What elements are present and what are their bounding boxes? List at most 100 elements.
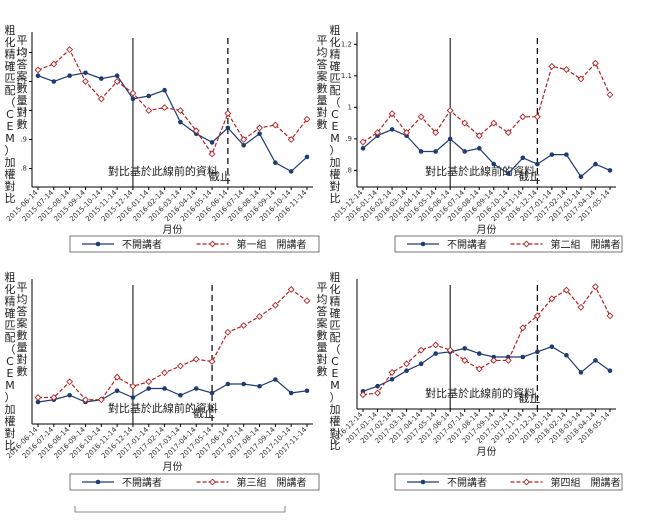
legend-marker (95, 479, 101, 485)
data-point (548, 295, 556, 303)
data-point (475, 132, 483, 140)
data-point (50, 394, 58, 401)
data-point (490, 356, 498, 364)
data-point (389, 127, 395, 132)
legend-marker (420, 241, 426, 247)
y-axis-title-main: 粗化精確匹配（ C E M ）加權對比 (330, 271, 341, 452)
data-point (129, 382, 137, 390)
data-point (97, 396, 105, 404)
data-point (256, 313, 263, 320)
data-point (535, 349, 540, 355)
data-point (504, 356, 512, 364)
data-point (130, 96, 136, 102)
data-point (192, 127, 200, 135)
data-point (97, 95, 105, 103)
data-point (562, 286, 570, 294)
data-point (592, 59, 599, 67)
data-point (564, 352, 569, 358)
data-point (549, 152, 555, 157)
legend-label: 不開講者 (447, 238, 487, 251)
legend-marker (209, 478, 216, 486)
series-line (362, 346, 611, 392)
data-point (162, 386, 167, 391)
y-tick-label: 1 (23, 107, 27, 115)
data-point (34, 66, 42, 74)
reference-annotation: 對比基於此線前的資料 (425, 386, 535, 400)
legend-label: 第三組 開講者 (237, 476, 307, 489)
x-axis-title: 月份 (163, 224, 183, 236)
data-point (273, 377, 278, 382)
data-point (304, 154, 310, 160)
y-tick-label: 1.1 (341, 72, 352, 80)
data-point (178, 119, 183, 125)
cutoff-annotation: 截止 (518, 169, 540, 183)
y-tick-label: .9 (345, 135, 352, 143)
y-axis-title-side: 平均答案數量對數 (317, 34, 328, 131)
data-point (593, 358, 598, 363)
data-point (113, 78, 121, 85)
data-point (35, 399, 41, 405)
y-tick-label: 1 (348, 103, 352, 111)
data-point (50, 60, 58, 68)
reference-annotation: 對比基於此線前的資料 (108, 164, 218, 178)
legend-label: 不開講者 (122, 238, 162, 251)
data-point (359, 138, 367, 146)
data-point (578, 174, 584, 179)
x-axis-title: 月份 (477, 224, 497, 236)
series-line (362, 285, 611, 396)
legend-box (69, 235, 320, 253)
data-point (476, 146, 482, 151)
data-point (240, 136, 248, 143)
data-point (287, 136, 295, 143)
data-point (417, 346, 425, 354)
legend-marker (95, 241, 101, 247)
legend-label: 第一組 開講者 (237, 238, 307, 251)
data-point (403, 360, 411, 368)
data-point (192, 355, 200, 363)
data-point (176, 107, 184, 114)
data-point (359, 391, 367, 399)
data-point (130, 395, 136, 400)
data-point (176, 362, 184, 370)
data-point (360, 146, 366, 151)
data-point (34, 394, 42, 401)
data-point (607, 368, 613, 374)
data-point (257, 383, 262, 389)
data-point (476, 351, 482, 356)
x-axis-title: 月份 (477, 446, 497, 458)
data-point (388, 110, 396, 118)
y-axis-title-main: 粗化精確匹配（ C E M ）加權對比 (330, 24, 341, 205)
data-point (208, 358, 216, 365)
data-point (146, 93, 152, 99)
data-point (66, 378, 74, 386)
y-axis-title-main: 粗化精確匹配（ C E M ）加權對比 (5, 24, 16, 205)
data-point (533, 312, 541, 320)
series-line (362, 62, 611, 143)
data-point (404, 368, 409, 374)
data-point (304, 388, 310, 394)
series-line (37, 72, 308, 173)
data-point (491, 161, 497, 167)
data-point (303, 297, 311, 305)
y-tick-label: .8 (20, 165, 27, 173)
y-tick-label: .9 (20, 136, 27, 144)
data-point (162, 87, 167, 93)
y-tick-label: 1.2 (341, 40, 352, 48)
x-axis-title: 月份 (163, 461, 183, 473)
y-axis-title-side: 平均答案數量對數 (17, 34, 28, 131)
data-point (51, 79, 57, 84)
legend-label: 第四組 開講者 (551, 476, 621, 489)
legend-box (69, 473, 320, 491)
data-point (462, 149, 468, 154)
y-tick-label: 1.1 (16, 78, 27, 86)
data-point (607, 168, 613, 173)
data-point (225, 125, 231, 131)
data-point (519, 324, 527, 332)
legend-box (394, 473, 623, 491)
data-point (418, 149, 424, 154)
legend-marker (523, 240, 530, 248)
data-point (433, 149, 438, 154)
data-point (505, 171, 511, 176)
data-point (114, 73, 120, 78)
